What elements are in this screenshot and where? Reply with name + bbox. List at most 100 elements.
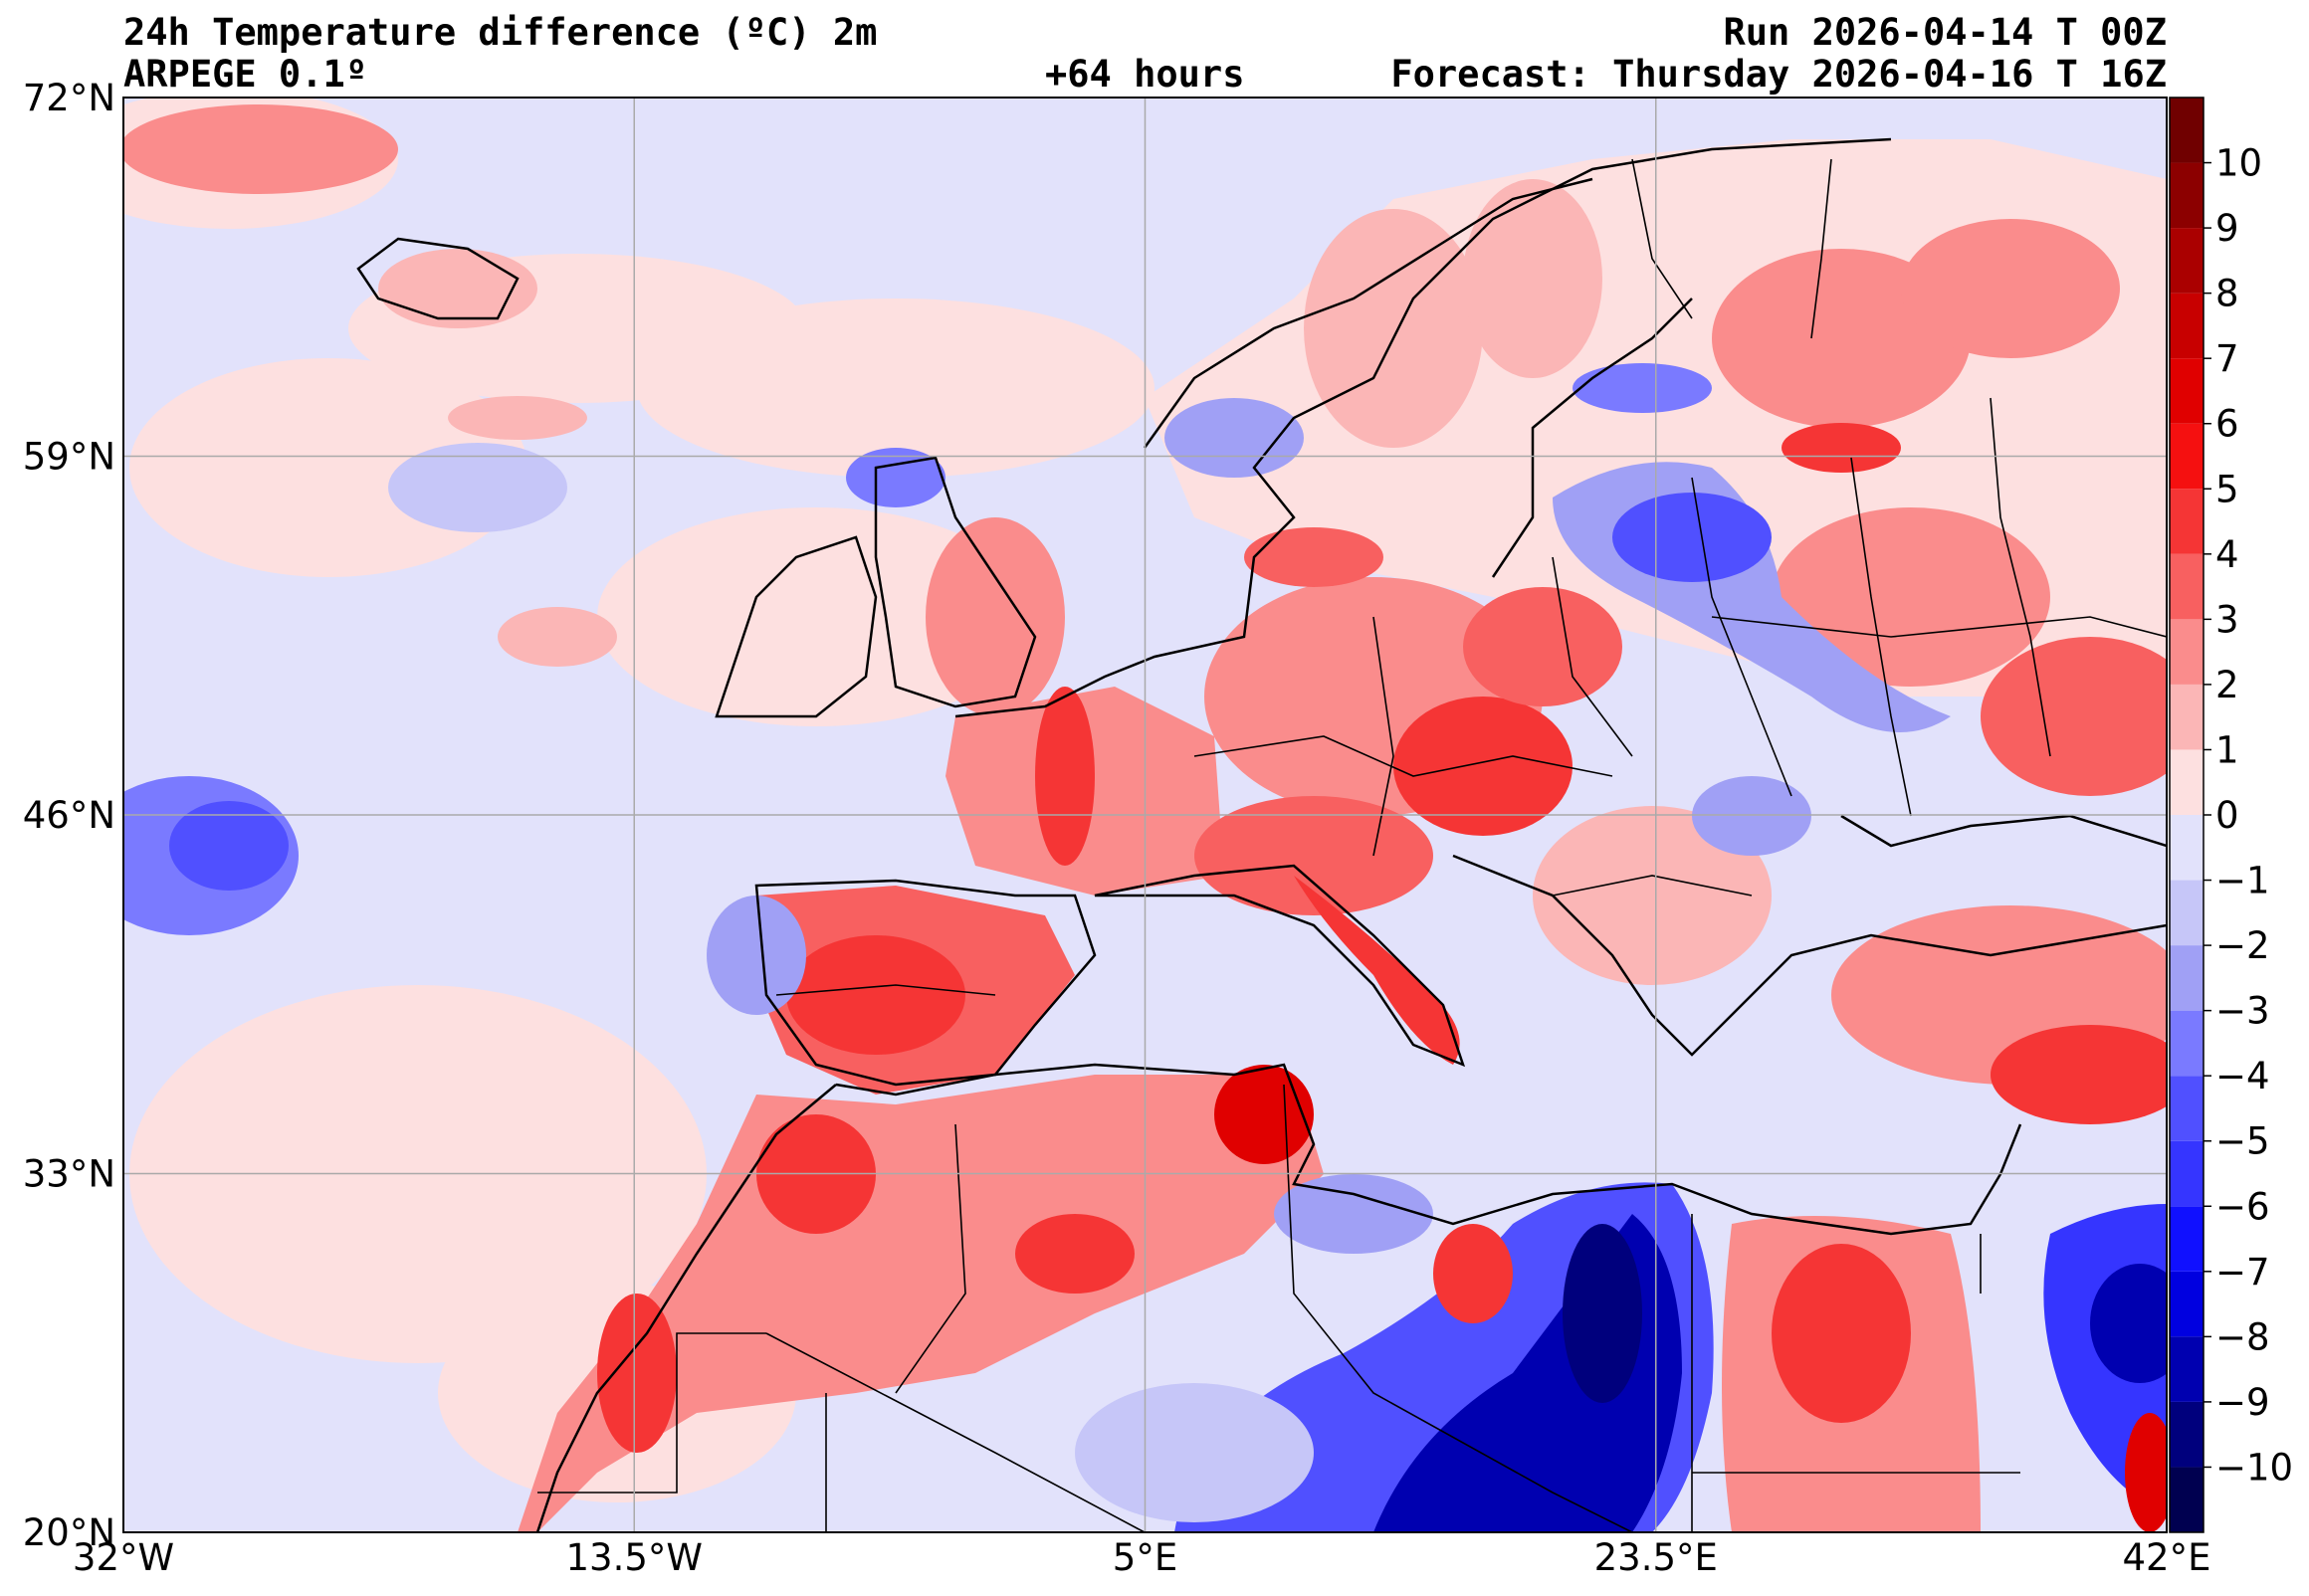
lon-tick-label: 32°W <box>73 1536 174 1579</box>
colorbar-tick-label: −3 <box>2215 990 2270 1033</box>
axis-labels: 72°N 59°N 46°N 33°N 20°N32°W 13.5°W 5°E 23.5°E 4… <box>23 77 2211 1579</box>
border-line <box>1631 158 1693 319</box>
colorbar-swatch <box>2170 1076 2204 1141</box>
colorbar-tick-label: −7 <box>2215 1251 2270 1294</box>
border-line <box>895 1123 966 1394</box>
map-title: 24h Temperature difference (ºC) 2m <box>123 11 878 54</box>
border-line <box>1372 616 1394 857</box>
colorbar-swatch <box>2170 98 2204 163</box>
denmark-warm <box>1244 527 1383 587</box>
lon-tick-label: 5°E <box>1113 1536 1177 1579</box>
graticule <box>123 98 2167 1532</box>
coast-north-africa <box>835 1063 2022 1236</box>
norway-coast-cool <box>1164 398 1304 478</box>
colorbar-swatch <box>2170 1206 2204 1272</box>
colorbar-tick-label: −10 <box>2215 1446 2293 1489</box>
atlantic-warm-patch <box>498 607 617 667</box>
libya-cold-center <box>1563 1224 1642 1403</box>
arabia-cold-core <box>2090 1264 2167 1383</box>
italy-warm <box>1294 876 1460 1065</box>
run-time: Run 2026-04-14 T 00Z <box>1723 11 2167 54</box>
border-line <box>775 984 996 996</box>
coast-ireland <box>715 535 878 718</box>
colorbar-swatch <box>2170 1467 2204 1532</box>
coast-morocco-west <box>535 1084 837 1532</box>
saharan-coast-warm <box>597 1294 677 1453</box>
colorbar-tick-label: 4 <box>2215 533 2239 576</box>
map-area[interactable] <box>60 90 2200 1532</box>
france-warm-core <box>1035 687 1095 866</box>
coast-great-britain <box>874 456 1037 708</box>
greenland-warm <box>123 104 398 194</box>
colorbar-swatch <box>2170 553 2204 620</box>
model-name: ARPEGE 0.1º <box>123 53 368 96</box>
border-line <box>1691 477 1792 797</box>
russia-warm <box>1782 423 1901 473</box>
coastlines <box>356 137 2167 1532</box>
colorbar-swatch <box>2170 880 2204 946</box>
tunisia-warm-core <box>1214 1065 1314 1164</box>
colorbar-swatch <box>2170 749 2204 815</box>
colorbar-swatch <box>2170 1271 2204 1337</box>
colorbar-tick-label: −2 <box>2215 924 2270 967</box>
colorbar-tick-label: 3 <box>2215 598 2239 641</box>
colorbar-tick-label: 0 <box>2215 794 2239 837</box>
coast-balkans-turkey <box>1452 854 2167 1057</box>
poland-warm <box>1463 587 1622 706</box>
lon-tick-label: 42°E <box>2123 1536 2211 1579</box>
colorbar-swatch <box>2170 684 2204 750</box>
colorbar-tick-label: 9 <box>2215 207 2239 250</box>
alps-warm <box>1194 796 1433 915</box>
coast-iberia <box>754 879 1097 1087</box>
iberia-warm-core <box>786 935 965 1055</box>
scandinavia-warm <box>1304 209 1483 448</box>
colorbar-swatch <box>2170 228 2204 294</box>
colorbar-swatch <box>2170 358 2204 424</box>
colorbar-swatch <box>2170 945 2204 1011</box>
turkey-warm <box>1991 1025 2167 1124</box>
coast-norway <box>1143 177 1593 449</box>
border-line <box>537 1332 766 1494</box>
border-line <box>1810 158 1832 339</box>
colorbar-tick-label: 6 <box>2215 403 2239 446</box>
border-line <box>1552 875 1753 897</box>
map-frame <box>122 97 2168 1533</box>
colorbar-tick-label: 1 <box>2215 728 2239 771</box>
colorbar-tick-label: −4 <box>2215 1055 2270 1097</box>
colorbar-swatch <box>2170 1336 2204 1402</box>
scotland-cool <box>846 448 945 507</box>
country-borders <box>537 158 2167 1532</box>
coast-europe-north <box>954 137 1892 718</box>
colorbar-tick-label: −1 <box>2215 860 2270 902</box>
atlantic-warm-patch <box>637 299 1154 478</box>
border-line <box>1990 397 2051 757</box>
gulf-finland-cool <box>1573 363 1712 413</box>
russia-warm <box>1981 637 2167 796</box>
maghreb-warm <box>518 1075 1324 1532</box>
colorbar-swatch <box>2170 1140 2204 1207</box>
iceland <box>378 249 537 328</box>
romania-cool <box>1692 776 1811 856</box>
libya-warm-patch <box>1433 1224 1513 1323</box>
colorbar-swatch <box>2170 489 2204 554</box>
colorbar-swatch <box>2170 815 2204 881</box>
colorbar-swatch <box>2170 423 2204 490</box>
baltic-cool-core <box>1612 493 1772 582</box>
lon-tick-label: 13.5°W <box>566 1536 703 1579</box>
red-sea-warm <box>2125 1413 2167 1532</box>
border-line <box>1283 1084 1633 1532</box>
colorbar-tick-label: 5 <box>2215 468 2239 510</box>
coast-italy <box>1094 864 1466 1068</box>
border-line <box>765 1332 1146 1532</box>
lon-tick-label: 23.5°E <box>1594 1536 1718 1579</box>
tunisia-south-cool <box>1274 1174 1433 1254</box>
coast-black-sea <box>1840 814 2167 848</box>
coast-iceland <box>356 237 520 320</box>
ireland <box>741 582 851 672</box>
lat-tick-label: 33°N <box>23 1153 115 1196</box>
atlantic-cool-patch <box>707 896 806 1015</box>
border-line <box>1193 735 1613 777</box>
border-line <box>1552 556 1633 757</box>
